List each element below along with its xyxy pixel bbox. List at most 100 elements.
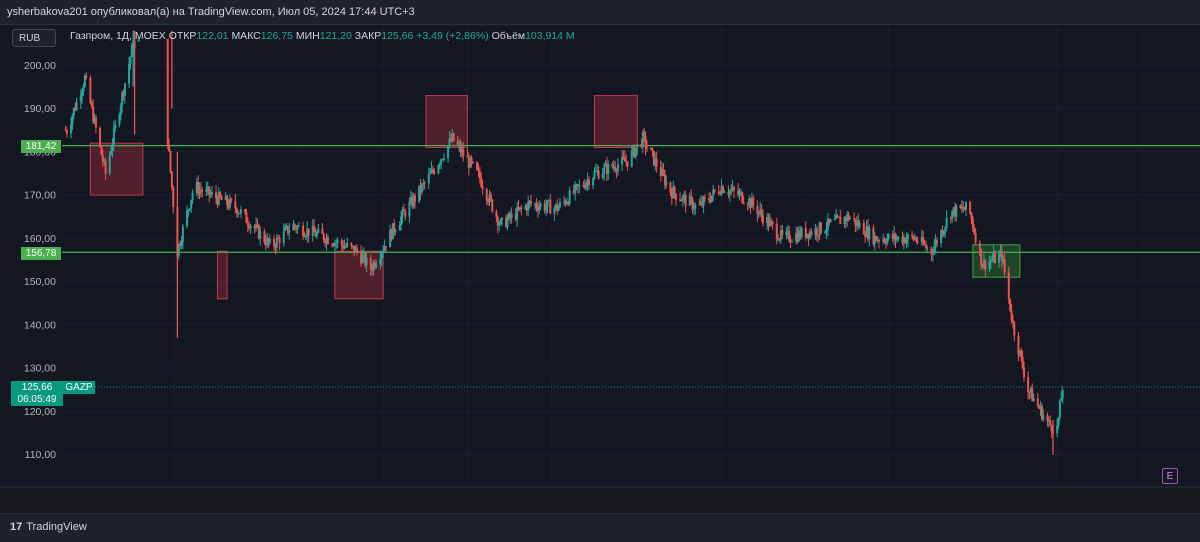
price-chart[interactable]: 110,00 120,00 130,00 140,00 150,00 160,00 170,… bbox=[0, 25, 1200, 489]
candle-body bbox=[568, 190, 571, 205]
candle-body bbox=[665, 182, 668, 186]
candle-body bbox=[953, 207, 956, 217]
candle-body bbox=[199, 189, 202, 191]
candle-body bbox=[186, 210, 189, 227]
candle-body bbox=[882, 239, 885, 242]
candle-body bbox=[1010, 310, 1013, 321]
legend-close-label: ЗАКР bbox=[354, 30, 382, 42]
candle-body bbox=[778, 239, 781, 241]
currency-button[interactable]: RUB bbox=[12, 29, 56, 47]
candle-body bbox=[114, 124, 117, 129]
candle-body bbox=[205, 188, 208, 192]
candle-body bbox=[603, 166, 606, 174]
candle-body bbox=[471, 162, 474, 164]
candle-body bbox=[460, 148, 463, 153]
footer-bar bbox=[0, 513, 1200, 542]
candle-body bbox=[277, 237, 280, 239]
candle-body bbox=[819, 222, 822, 233]
candle-body bbox=[790, 241, 793, 243]
candle-body bbox=[1018, 350, 1021, 355]
legend-low-value: 121,20 bbox=[319, 30, 352, 42]
candle-body bbox=[810, 231, 813, 235]
candle-body bbox=[760, 209, 763, 216]
candle-body bbox=[389, 229, 392, 248]
candle-body bbox=[641, 132, 644, 148]
candle-body bbox=[1040, 405, 1043, 420]
tradingview-logo[interactable]: 17 TradingView bbox=[10, 521, 87, 533]
y-tick-label: 160,00 bbox=[24, 233, 56, 245]
candle-body bbox=[394, 230, 397, 232]
legend-close-value: 125,66 bbox=[381, 30, 414, 42]
candle-body bbox=[315, 232, 318, 237]
level-tag-support[interactable]: 156,78 bbox=[21, 247, 61, 260]
candle-body bbox=[1017, 335, 1020, 355]
candle-body bbox=[727, 192, 730, 195]
candle-body bbox=[122, 92, 125, 96]
candle-body bbox=[959, 205, 962, 209]
candle-body bbox=[1009, 298, 1012, 311]
candle-body bbox=[325, 237, 328, 244]
events-badge[interactable]: E bbox=[1162, 468, 1178, 484]
candle-body bbox=[1028, 391, 1031, 393]
candle-body bbox=[485, 189, 488, 201]
candle-body bbox=[198, 189, 201, 194]
candle-body bbox=[379, 258, 382, 265]
candle-body bbox=[438, 163, 441, 166]
candle-body bbox=[256, 224, 259, 226]
candle-body bbox=[487, 200, 490, 203]
candle-body bbox=[313, 225, 316, 233]
candle-body bbox=[622, 156, 625, 158]
candle-body bbox=[632, 146, 635, 151]
candle-body bbox=[238, 213, 241, 215]
candle-body bbox=[273, 239, 276, 247]
candle-body bbox=[293, 224, 296, 227]
candle-body bbox=[226, 196, 229, 205]
candle-body bbox=[333, 242, 336, 247]
candle-body bbox=[884, 242, 887, 244]
candle-body bbox=[393, 223, 396, 232]
candle-body bbox=[645, 147, 648, 149]
legend-symbol: Газпром, 1Д, MOEX bbox=[70, 30, 166, 42]
candle-body bbox=[933, 246, 936, 254]
candle-body bbox=[799, 230, 802, 238]
candle-body bbox=[440, 159, 443, 164]
candle-body bbox=[257, 225, 260, 239]
candle-body bbox=[988, 261, 991, 270]
tradingview-logo-text: TradingView bbox=[26, 521, 87, 533]
candle-body bbox=[829, 219, 832, 223]
candle-body bbox=[644, 135, 647, 148]
candle-body bbox=[452, 133, 455, 142]
candle-body bbox=[1061, 389, 1064, 399]
candle-body bbox=[582, 185, 585, 187]
candle-body bbox=[759, 209, 762, 213]
candle-body bbox=[466, 155, 469, 158]
candle-body bbox=[121, 92, 124, 107]
level-tag-resistance[interactable]: 181,42 bbox=[21, 140, 61, 153]
candle-body bbox=[543, 203, 546, 211]
candle-body bbox=[81, 91, 84, 97]
candle-body bbox=[924, 244, 927, 248]
candle-body bbox=[123, 83, 126, 96]
candle-body bbox=[1031, 388, 1034, 402]
candle-body bbox=[558, 201, 561, 207]
candle-body bbox=[592, 178, 595, 186]
candle-body bbox=[601, 173, 604, 179]
candle-body bbox=[650, 147, 653, 150]
candle-body bbox=[748, 198, 751, 205]
candle-body bbox=[586, 179, 589, 184]
candle-body bbox=[814, 228, 817, 235]
candle-body bbox=[915, 237, 918, 242]
candle-body bbox=[546, 200, 549, 207]
candle-body bbox=[749, 198, 752, 208]
zone-box-red bbox=[334, 250, 384, 300]
candle-body bbox=[720, 186, 723, 195]
candle-body bbox=[1013, 322, 1016, 336]
candle-body bbox=[104, 160, 107, 174]
candle-body bbox=[761, 215, 764, 224]
candle-body bbox=[883, 239, 886, 243]
candle-body bbox=[264, 242, 267, 246]
candle-body bbox=[732, 187, 735, 191]
candle-body bbox=[369, 257, 372, 270]
candle-body bbox=[321, 228, 324, 234]
chart-panel[interactable]: 110,00 120,00 130,00 140,00 150,00 160,00 170,… bbox=[0, 25, 1200, 489]
